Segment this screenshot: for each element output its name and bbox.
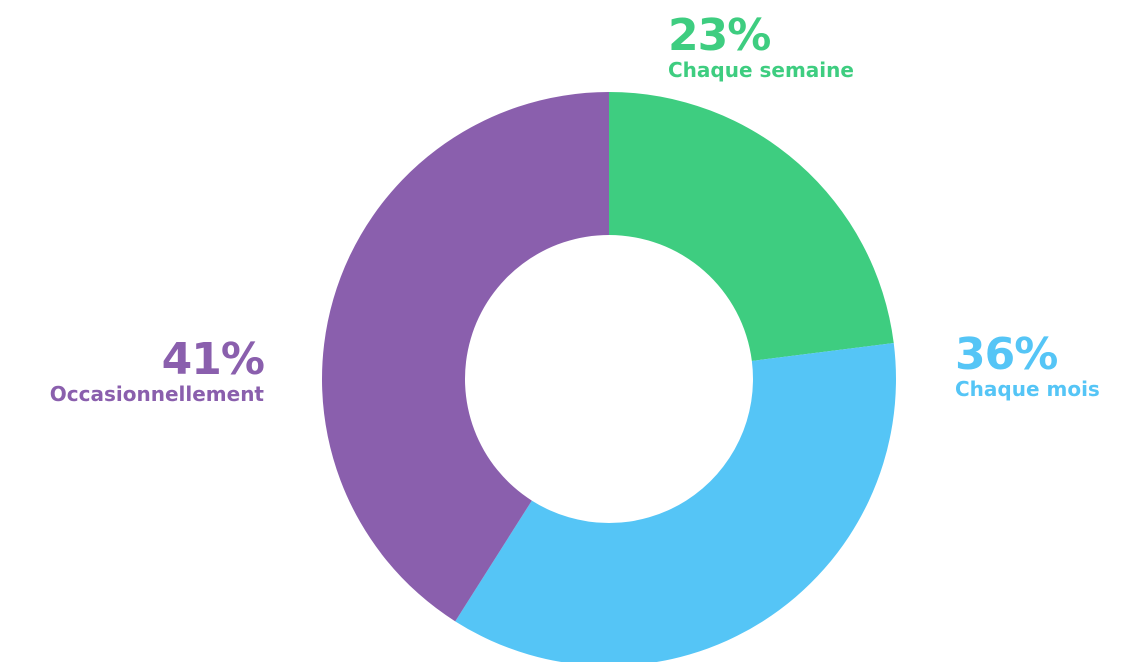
slice-label-occasional: 41% Occasionnellement bbox=[49, 334, 265, 406]
donut-slice-monthly bbox=[455, 343, 896, 662]
slice-category-monthly: Chaque mois bbox=[955, 377, 1100, 401]
slice-category-occasional: Occasionnellement bbox=[49, 382, 264, 406]
slice-label-weekly: 23% Chaque semaine bbox=[668, 10, 854, 82]
slice-percent-weekly: 23% bbox=[668, 10, 771, 61]
donut-slice-occasional bbox=[321, 92, 609, 622]
slice-percent-occasional: 41% bbox=[161, 334, 265, 385]
slice-percent-monthly: 36% bbox=[955, 329, 1058, 380]
donut-slice-weekly bbox=[609, 92, 894, 361]
slice-category-weekly: Chaque semaine bbox=[668, 58, 854, 82]
slice-label-monthly: 36% Chaque mois bbox=[955, 329, 1100, 401]
